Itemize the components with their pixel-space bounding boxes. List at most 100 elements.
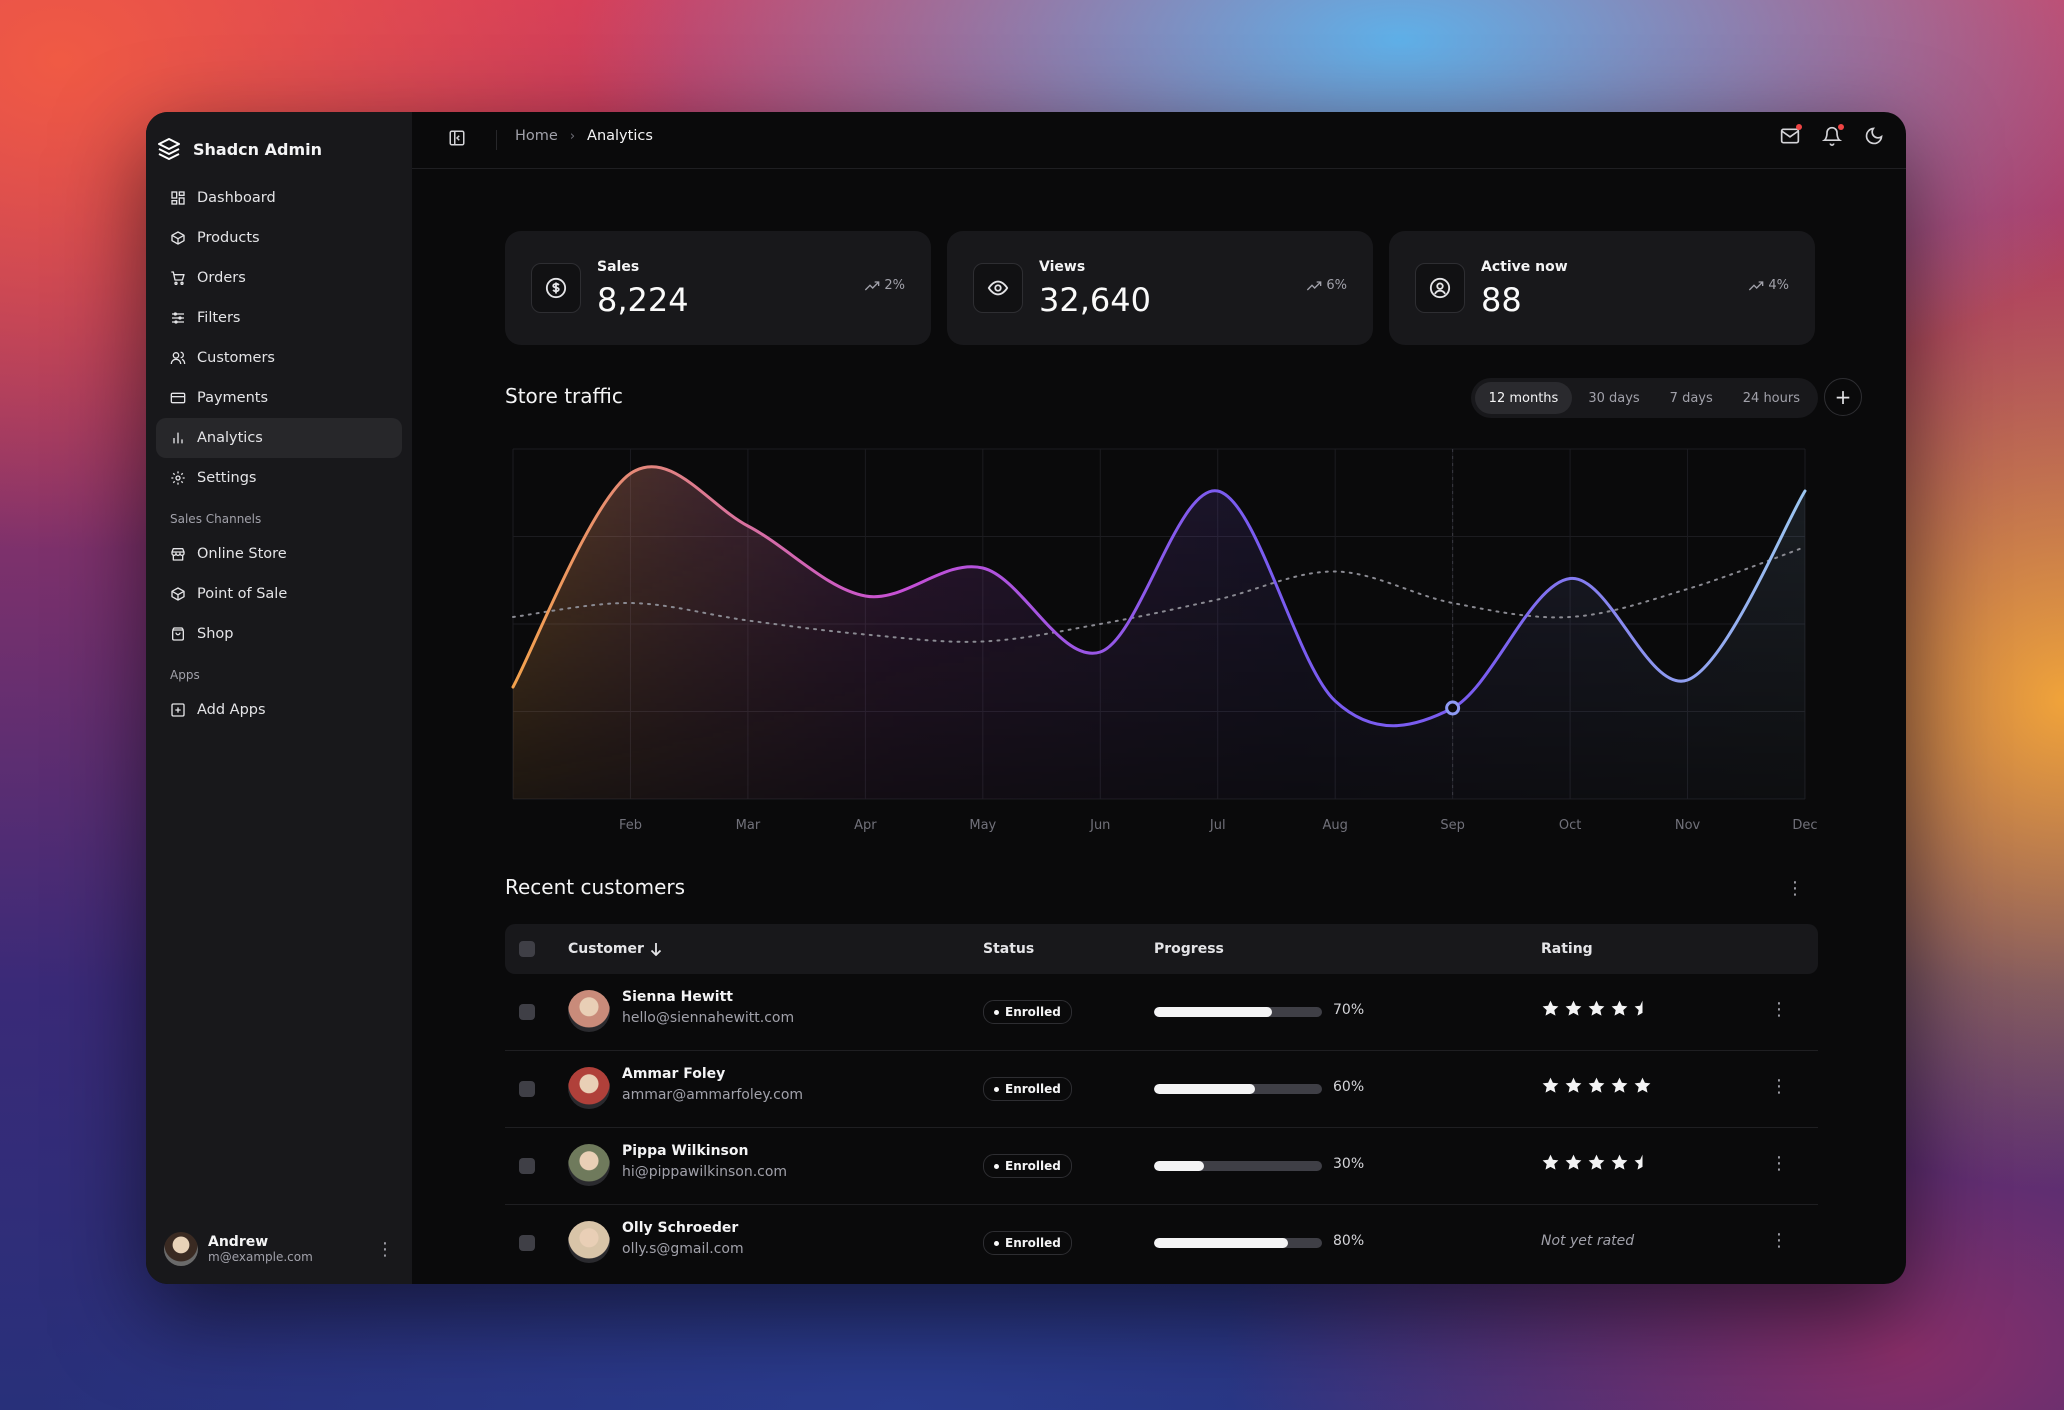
status-dot	[994, 1163, 999, 1169]
more-vertical-icon[interactable]: ⋮	[1770, 1076, 1788, 1097]
notification-dot	[1796, 124, 1802, 130]
status-badge: Enrolled	[983, 1231, 1072, 1255]
sidebar-item-analytics[interactable]: Analytics	[156, 418, 402, 458]
customers-table: Customer Status Progress Rating Sienna H…	[505, 924, 1818, 1281]
row-checkbox[interactable]	[519, 1158, 535, 1174]
more-vertical-icon[interactable]: ⋮	[376, 1238, 394, 1260]
stat-card-sales: Sales 8,224 2%	[505, 231, 931, 345]
store-icon	[171, 548, 185, 561]
progress-label: 70%	[1333, 1002, 1365, 1018]
sidebar-item-settings[interactable]: Settings	[156, 458, 402, 498]
star-icon	[1542, 1000, 1559, 1016]
sidebar-item-label: Point of Sale	[197, 586, 288, 602]
sidebar-item-products[interactable]: Products	[156, 218, 402, 258]
progress-fill	[1154, 1084, 1255, 1094]
notifications-button[interactable]	[1821, 124, 1844, 146]
progress-label: 30%	[1333, 1156, 1365, 1172]
package-icon	[171, 587, 185, 601]
stat-change: 2%	[864, 278, 905, 293]
table-row[interactable]: Olly Schroeder olly.s@gmail.com Enrolled…	[505, 1205, 1818, 1281]
rating-text: Not yet rated	[1541, 1233, 1635, 1249]
stat-change-value: 6%	[1326, 278, 1347, 293]
sidebar-item-add-apps[interactable]: Add Apps	[156, 690, 402, 730]
x-tick-label: Nov	[1675, 818, 1701, 833]
sidebar-item-online-store[interactable]: Online Store	[156, 534, 402, 574]
star-icon	[1634, 1000, 1643, 1016]
customer-name: Olly Schroeder	[622, 1220, 739, 1236]
sidebar-item-filters[interactable]: Filters	[156, 298, 402, 338]
star-icon	[1588, 1077, 1605, 1093]
more-vertical-icon[interactable]: ⋮	[1786, 878, 1804, 899]
column-header-customer[interactable]: Customer	[568, 941, 662, 957]
divider	[496, 130, 497, 150]
rating-stars	[1541, 999, 1652, 1018]
section-label-sales-channels: Sales Channels	[170, 512, 262, 526]
sidebar-item-point-of-sale[interactable]: Point of Sale	[156, 574, 402, 614]
stat-label: Active now	[1481, 259, 1568, 275]
recent-customers-title: Recent customers	[505, 875, 686, 899]
table-row[interactable]: Sienna Hewitt hello@siennahewitt.com Enr…	[505, 974, 1818, 1051]
more-vertical-icon[interactable]: ⋮	[1770, 999, 1788, 1020]
customer-email: ammar@ammarfoley.com	[622, 1087, 804, 1103]
status-dot	[994, 1009, 999, 1015]
trend-up-icon	[1307, 280, 1322, 290]
stat-change-value: 4%	[1768, 278, 1789, 293]
stat-icon-box	[1415, 263, 1465, 313]
sidebar-item-label: Filters	[197, 310, 241, 326]
sidebar-item-label: Online Store	[197, 546, 287, 562]
sidebar-item-shop[interactable]: Shop	[156, 614, 402, 654]
sidebar-item-payments[interactable]: Payments	[156, 378, 402, 418]
table-row[interactable]: Ammar Foley ammar@ammarfoley.com Enrolle…	[505, 1051, 1818, 1128]
avatar	[164, 1232, 198, 1266]
user-circle-icon	[1429, 277, 1451, 299]
sidebar-item-label: Settings	[197, 470, 257, 486]
sidebar-item-customers[interactable]: Customers	[156, 338, 402, 378]
hover-point	[1445, 700, 1461, 716]
customer-name: Pippa Wilkinson	[622, 1143, 749, 1159]
cart-icon	[171, 271, 185, 285]
star-icon	[1565, 1077, 1582, 1093]
sidebar-toggle-icon[interactable]	[448, 129, 466, 147]
sidebar-item-dashboard[interactable]: Dashboard	[156, 178, 402, 218]
breadcrumb-home[interactable]: Home	[515, 128, 558, 144]
rating-stars	[1541, 1076, 1652, 1095]
progress-bar	[1154, 1084, 1322, 1094]
row-checkbox[interactable]	[519, 1081, 535, 1097]
range-option-12-months[interactable]: 12 months	[1474, 382, 1573, 414]
customer-name: Sienna Hewitt	[622, 989, 733, 1005]
status-dot	[994, 1240, 999, 1246]
mail-icon	[1780, 128, 1800, 144]
bell-icon	[1821, 126, 1843, 146]
more-vertical-icon[interactable]: ⋮	[1770, 1153, 1788, 1174]
range-option-7-days[interactable]: 7 days	[1669, 390, 1713, 406]
row-checkbox[interactable]	[519, 1004, 535, 1020]
traffic-chart[interactable]: Feb Mar Apr May Jun Jul Aug Sep Oct Nov Dec	[505, 437, 1818, 837]
table-row[interactable]: Pippa Wilkinson hi@pippawilkinson.com En…	[505, 1128, 1818, 1205]
star-icon	[1611, 1000, 1628, 1016]
customer-email: olly.s@gmail.com	[622, 1241, 744, 1257]
star-icon	[1542, 1154, 1559, 1170]
range-selector: 12 months 30 days 7 days 24 hours	[1470, 378, 1818, 418]
series-line-secondary	[512, 546, 1806, 643]
row-checkbox[interactable]	[519, 1235, 535, 1251]
app-title: Shadcn Admin	[193, 139, 322, 159]
sidebar-item-orders[interactable]: Orders	[156, 258, 402, 298]
x-tick-label: Apr	[854, 818, 877, 833]
traffic-title: Store traffic	[505, 384, 623, 408]
theme-toggle-button[interactable]	[1864, 126, 1884, 146]
brand[interactable]: Shadcn Admin	[146, 124, 412, 174]
status-badge: Enrolled	[983, 1154, 1072, 1178]
sidebar-item-label: Payments	[197, 390, 269, 406]
x-tick-label: May	[969, 818, 996, 833]
mail-button[interactable]	[1780, 124, 1802, 146]
more-vertical-icon[interactable]: ⋮	[1770, 1230, 1788, 1251]
add-range-button[interactable]: +	[1824, 378, 1862, 416]
progress-label: 60%	[1333, 1079, 1365, 1095]
stat-label: Sales	[597, 259, 640, 275]
trend-up-icon	[1749, 280, 1764, 290]
range-option-24-hours[interactable]: 24 hours	[1742, 390, 1800, 406]
gear-icon	[171, 471, 185, 485]
user-menu[interactable]: Andrew m@example.com ⋮	[164, 1232, 394, 1266]
range-option-30-days[interactable]: 30 days	[1588, 390, 1640, 406]
select-all-checkbox[interactable]	[519, 941, 535, 957]
